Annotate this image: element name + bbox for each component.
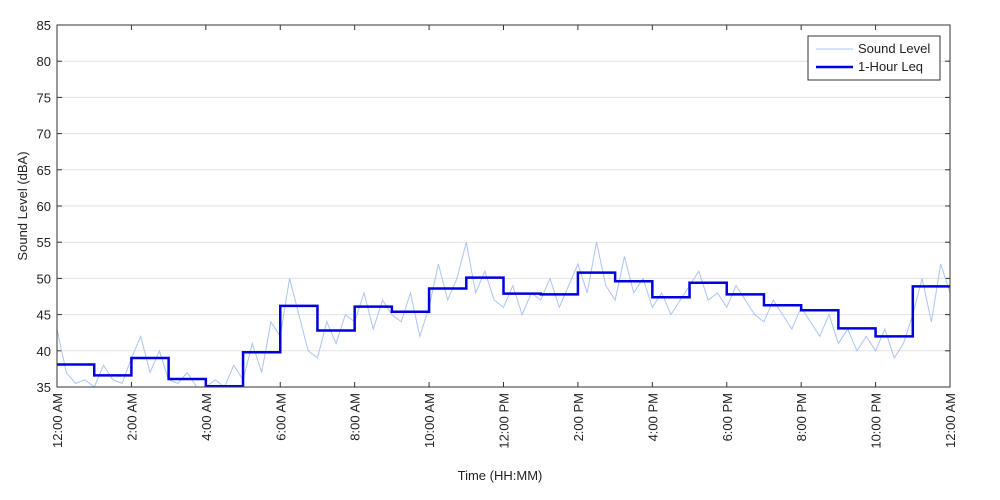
y-tick-label: 85 (37, 18, 51, 33)
x-tick-label: 12:00 PM (497, 393, 512, 449)
legend-box (807, 35, 941, 81)
x-tick-label: 6:00 AM (273, 393, 288, 441)
y-tick-label: 50 (37, 271, 51, 286)
x-tick-label: 12:00 AM (50, 393, 65, 448)
x-tick-label: 12:00 AM (943, 393, 958, 448)
y-axis-label: Sound Level (dBA) (15, 151, 30, 260)
y-tick-label: 35 (37, 380, 51, 395)
x-tick-label: 4:00 PM (645, 393, 660, 441)
x-tick-label: 10:00 AM (422, 393, 437, 448)
legend-label: 1-Hour Leq (858, 59, 923, 74)
x-axis-label: Time (HH:MM) (458, 468, 543, 483)
y-tick-label: 60 (37, 199, 51, 214)
y-tick-label: 80 (37, 54, 51, 69)
x-tick-label: 4:00 AM (199, 393, 214, 441)
y-tick-label: 45 (37, 308, 51, 323)
y-tick-label: 40 (37, 344, 51, 359)
x-tick-label: 10:00 PM (869, 393, 884, 449)
y-tick-label: 55 (37, 235, 51, 250)
y-tick-label: 65 (37, 163, 51, 178)
series-line (57, 271, 950, 387)
plot-frame (56, 24, 951, 388)
x-tick-label: 8:00 AM (348, 393, 363, 441)
y-tick-label: 75 (37, 90, 51, 105)
legend-label: Sound Level (858, 41, 930, 56)
x-tick-label: 2:00 AM (124, 393, 139, 441)
x-tick-label: 6:00 PM (720, 393, 735, 441)
y-tick-label: 70 (37, 127, 51, 142)
x-tick-label: 2:00 PM (571, 393, 586, 441)
x-tick-label: 8:00 PM (794, 393, 809, 441)
